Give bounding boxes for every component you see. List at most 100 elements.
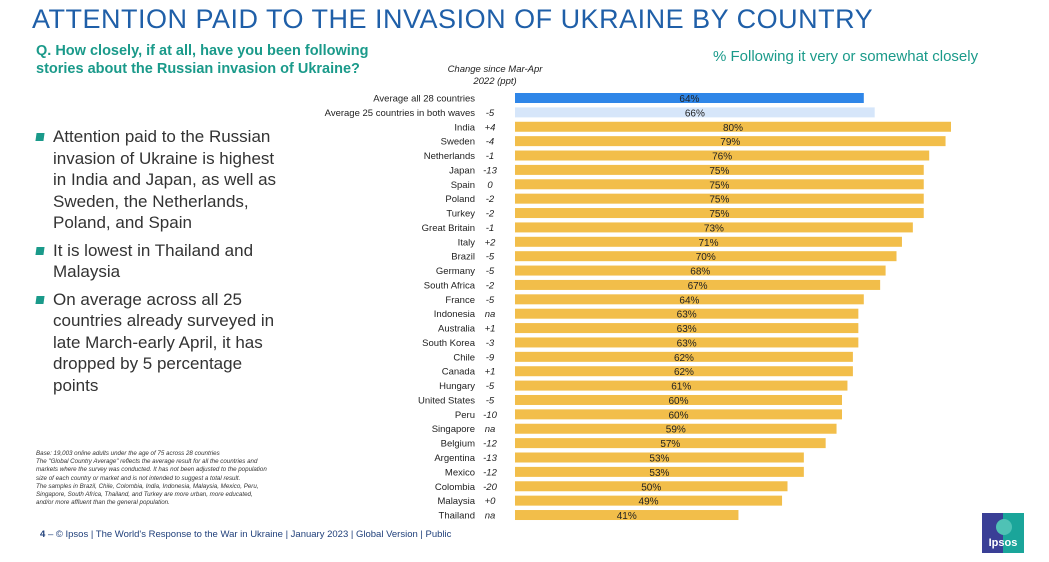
bar <box>515 438 826 449</box>
data-label: 60% <box>668 396 688 407</box>
bar <box>515 193 924 204</box>
change-value: -2 <box>486 209 495 220</box>
data-label: 63% <box>677 310 697 321</box>
category-label: Sweden <box>441 137 475 148</box>
data-label: 67% <box>688 281 708 292</box>
bar <box>515 107 875 118</box>
category-label: Average all 28 countries <box>373 94 475 105</box>
change-value: +1 <box>485 324 496 335</box>
category-label: Netherlands <box>424 151 475 162</box>
change-value: +4 <box>485 122 496 133</box>
bar <box>515 265 886 276</box>
change-value: -2 <box>486 194 495 205</box>
bar <box>515 452 804 463</box>
data-label: 75% <box>709 180 729 191</box>
data-label: 66% <box>685 108 705 119</box>
bar <box>515 323 859 334</box>
bar <box>515 308 859 319</box>
bullet-item: It is lowest in Thailand and Malaysia <box>34 240 284 283</box>
category-label: Mexico <box>445 467 475 478</box>
bar <box>515 136 946 147</box>
change-value: -2 <box>486 280 495 291</box>
category-label: India <box>454 122 475 133</box>
bar <box>515 481 788 492</box>
category-label: Indonesia <box>434 309 476 320</box>
footer: 4 – © Ipsos | The World's Response to th… <box>40 529 451 540</box>
data-label: 75% <box>709 166 729 177</box>
change-value: 0 <box>487 180 493 191</box>
data-label: 62% <box>674 353 694 364</box>
data-label: 41% <box>617 511 637 522</box>
page-title: ATTENTION PAID TO THE INVASION OF UKRAIN… <box>32 4 874 34</box>
chart-subtitle: % Following it very or somewhat closely <box>713 48 979 65</box>
change-value: -5 <box>486 381 495 392</box>
category-label: United States <box>418 395 475 406</box>
category-label: South Korea <box>422 338 476 349</box>
base-note-line: The samples in Brazil, Chile, Colombia, … <box>36 482 259 507</box>
key-findings: Attention paid to the Russian invasion o… <box>34 126 284 402</box>
ipsos-logo: Ipsos <box>982 513 1024 553</box>
bar <box>515 351 853 362</box>
category-label: Hungary <box>439 381 475 392</box>
category-label: Brazil <box>451 252 475 263</box>
bullet-item: Attention paid to the Russian invasion o… <box>34 126 284 234</box>
bar <box>515 150 930 161</box>
data-label: 63% <box>677 324 697 335</box>
bar <box>515 208 924 219</box>
bar <box>515 294 864 305</box>
bar <box>515 179 924 190</box>
bar <box>515 251 897 262</box>
change-value: -1 <box>486 223 494 234</box>
bar <box>515 236 902 247</box>
data-label: 79% <box>720 137 740 148</box>
change-value: na <box>485 424 496 435</box>
bullet-item: On average across all 25 countries alrea… <box>34 289 284 397</box>
bar <box>515 279 881 290</box>
base-note-line: Base: 19,003 online adults under the age… <box>36 450 220 457</box>
bar <box>515 121 951 132</box>
bar <box>515 423 837 434</box>
data-label: 53% <box>649 468 669 479</box>
change-value: na <box>485 309 496 320</box>
bar <box>515 337 859 348</box>
data-label: 64% <box>679 295 699 306</box>
change-value: +2 <box>485 237 497 248</box>
category-label: Peru <box>455 410 475 421</box>
category-label: Chile <box>453 352 475 363</box>
category-label: Argentina <box>434 453 475 464</box>
category-label: France <box>445 295 475 306</box>
category-label: Belgium <box>441 439 475 450</box>
category-label: Japan <box>449 165 475 176</box>
change-value: -5 <box>486 295 495 306</box>
category-label: South Africa <box>424 280 476 291</box>
category-label: Germany <box>436 266 475 277</box>
footer-text: – © Ipsos | The World's Response to the … <box>47 529 452 540</box>
page-number: 4 <box>40 529 46 540</box>
change-value: -4 <box>486 137 494 148</box>
change-value: -5 <box>486 252 495 263</box>
change-value: -12 <box>483 467 497 478</box>
change-column-header: Change since Mar-Apr 2022 (ppt) <box>447 64 543 87</box>
change-value: -13 <box>483 453 497 464</box>
data-label: 70% <box>696 252 716 263</box>
change-value: +0 <box>485 496 497 507</box>
data-label: 80% <box>723 123 743 134</box>
category-label: Italy <box>458 237 476 248</box>
bar <box>515 164 924 175</box>
change-value: -12 <box>483 439 497 450</box>
change-value: -3 <box>486 338 495 349</box>
category-label: Thailand <box>439 511 475 522</box>
bar <box>515 394 842 405</box>
data-label: 50% <box>641 482 661 493</box>
data-label: 73% <box>704 223 724 234</box>
category-label: Average 25 countries in both waves <box>325 108 476 119</box>
change-value: -20 <box>483 482 497 493</box>
data-label: 68% <box>690 267 710 278</box>
change-value: -9 <box>486 352 495 363</box>
bar <box>515 222 913 233</box>
survey-question: Q. How closely, if at all, have you been… <box>36 43 369 77</box>
data-label: 71% <box>698 238 718 249</box>
svg-text:Ipsos: Ipsos <box>989 537 1018 549</box>
data-label: 60% <box>668 410 688 421</box>
